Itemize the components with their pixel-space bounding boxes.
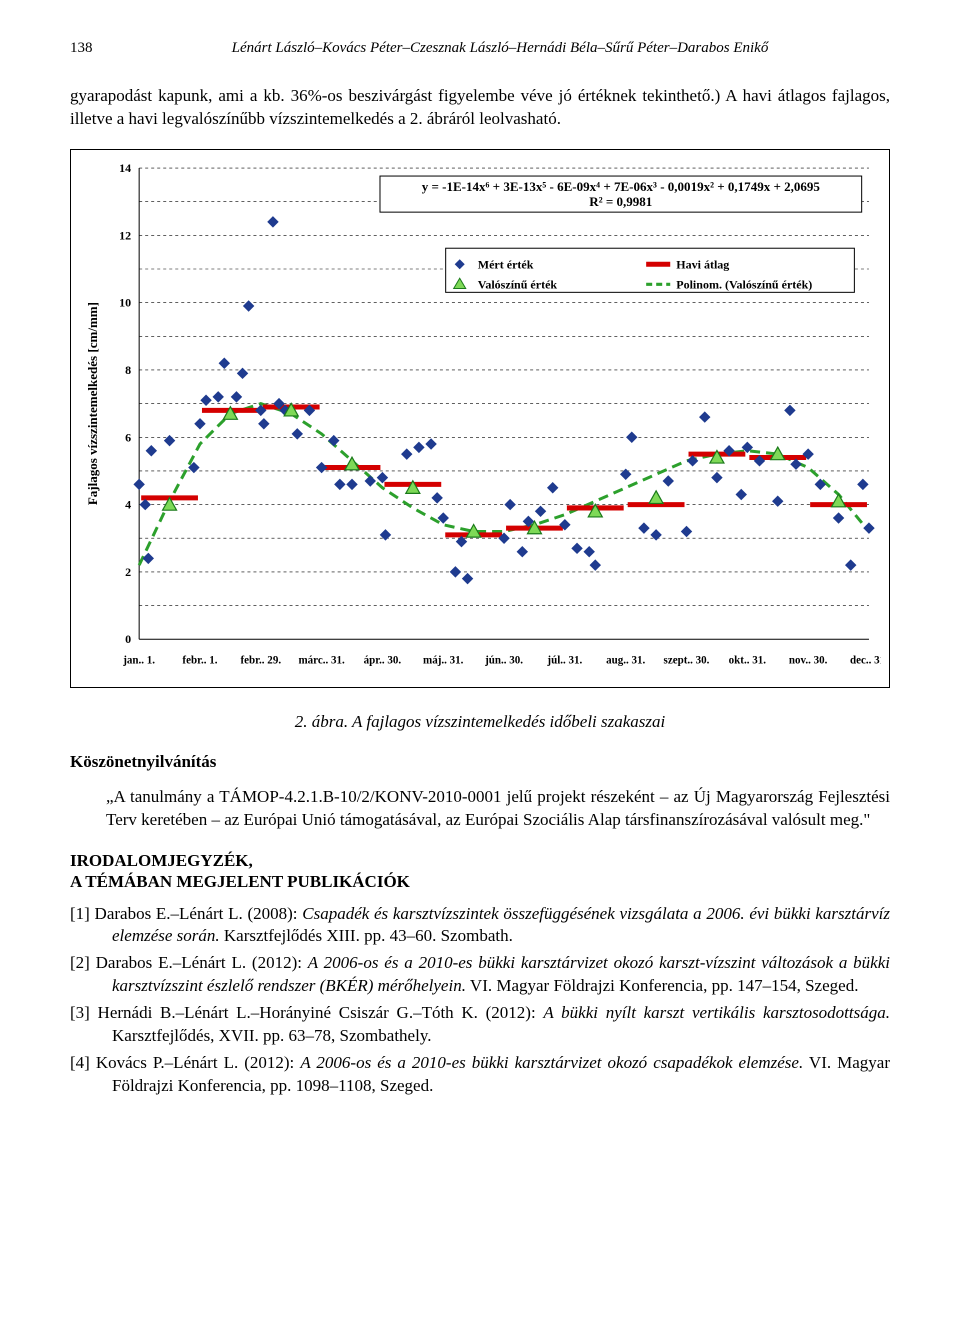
svg-text:Polinom. (Valószínű érték): Polinom. (Valószínű érték)	[676, 277, 812, 291]
svg-text:okt.. 31.: okt.. 31.	[729, 654, 767, 666]
svg-text:0: 0	[125, 632, 131, 646]
references-list: [1] Darabos E.–Lénárt L. (2008): Csapadé…	[70, 903, 890, 1099]
svg-text:Mért érték: Mért érték	[478, 257, 534, 271]
reference-item: [4] Kovács P.–Lénárt L. (2012): A 2006-o…	[70, 1052, 890, 1098]
chart-svg: 0 2 4 6 8 10 12 14 jan.. 1. febr.. 1. febr.. 29. má…	[79, 158, 881, 679]
svg-text:4: 4	[125, 497, 131, 511]
header-authors: Lénárt László–Kovács Péter–Czesznak Lász…	[110, 40, 890, 57]
chart-container: 0 2 4 6 8 10 12 14 jan.. 1. febr.. 1. febr.. 29. má…	[70, 149, 890, 688]
reference-item: [2] Darabos E.–Lénárt L. (2012): A 2006-…	[70, 952, 890, 998]
svg-text:ápr.. 30.: ápr.. 30.	[364, 654, 402, 666]
ack-text: „A tanulmány a TÁMOP-4.2.1.B-10/2/KONV-2…	[106, 786, 890, 832]
svg-text:aug.. 31.: aug.. 31.	[606, 654, 645, 666]
svg-text:10: 10	[119, 296, 131, 310]
svg-text:máj.. 31.: máj.. 31.	[423, 654, 464, 666]
svg-text:12: 12	[119, 228, 131, 242]
reference-item: [1] Darabos E.–Lénárt L. (2008): Csapadé…	[70, 903, 890, 949]
svg-text:R² = 0,9981: R² = 0,9981	[589, 194, 652, 209]
svg-text:jún.. 30.: jún.. 30.	[484, 654, 523, 666]
figure-caption: 2. ábra. A fajlagos vízszintemelkedés id…	[70, 712, 890, 732]
svg-text:szept.. 30.: szept.. 30.	[664, 654, 710, 666]
refs-heading: IRODALOMJEGYZÉK, A TÉMÁBAN MEGJELENT PUB…	[70, 850, 890, 893]
svg-text:febr.. 29.: febr.. 29.	[240, 654, 281, 666]
svg-text:Havi átlag: Havi átlag	[676, 257, 729, 271]
refs-heading-line1: IRODALOMJEGYZÉK,	[70, 851, 253, 870]
page-number: 138	[70, 40, 110, 57]
svg-text:Valószínű érték: Valószínű érték	[478, 277, 558, 291]
svg-text:2: 2	[125, 565, 131, 579]
svg-text:8: 8	[125, 363, 131, 377]
svg-text:júl.. 31.: júl.. 31.	[546, 654, 582, 666]
svg-text:dec.. 31.: dec.. 31.	[850, 654, 881, 666]
svg-text:14: 14	[119, 161, 131, 175]
svg-text:febr.. 1.: febr.. 1.	[182, 654, 217, 666]
svg-text:y = -1E-14x⁶ + 3E-13x⁵ - 6E-09: y = -1E-14x⁶ + 3E-13x⁵ - 6E-09x⁴ + 7E-06…	[422, 179, 821, 194]
svg-text:Fajlagos vízszintemelkedés [cm: Fajlagos vízszintemelkedés [cm/mm]	[85, 302, 100, 505]
ack-heading: Köszönetnyilvánítás	[70, 752, 890, 772]
page-header: 138 Lénárt László–Kovács Péter–Czesznak …	[70, 40, 890, 57]
reference-item: [3] Hernádi B.–Lénárt L.–Horányiné Csisz…	[70, 1002, 890, 1048]
svg-text:jan.. 1.: jan.. 1.	[122, 654, 155, 666]
intro-paragraph: gyarapodást kapunk, ami a kb. 36%-os bes…	[70, 85, 890, 131]
svg-text:6: 6	[125, 430, 131, 444]
refs-heading-line2: A TÉMÁBAN MEGJELENT PUBLIKÁCIÓK	[70, 872, 410, 891]
svg-text:márc.. 31.: márc.. 31.	[298, 654, 345, 666]
svg-text:nov.. 30.: nov.. 30.	[789, 654, 828, 666]
